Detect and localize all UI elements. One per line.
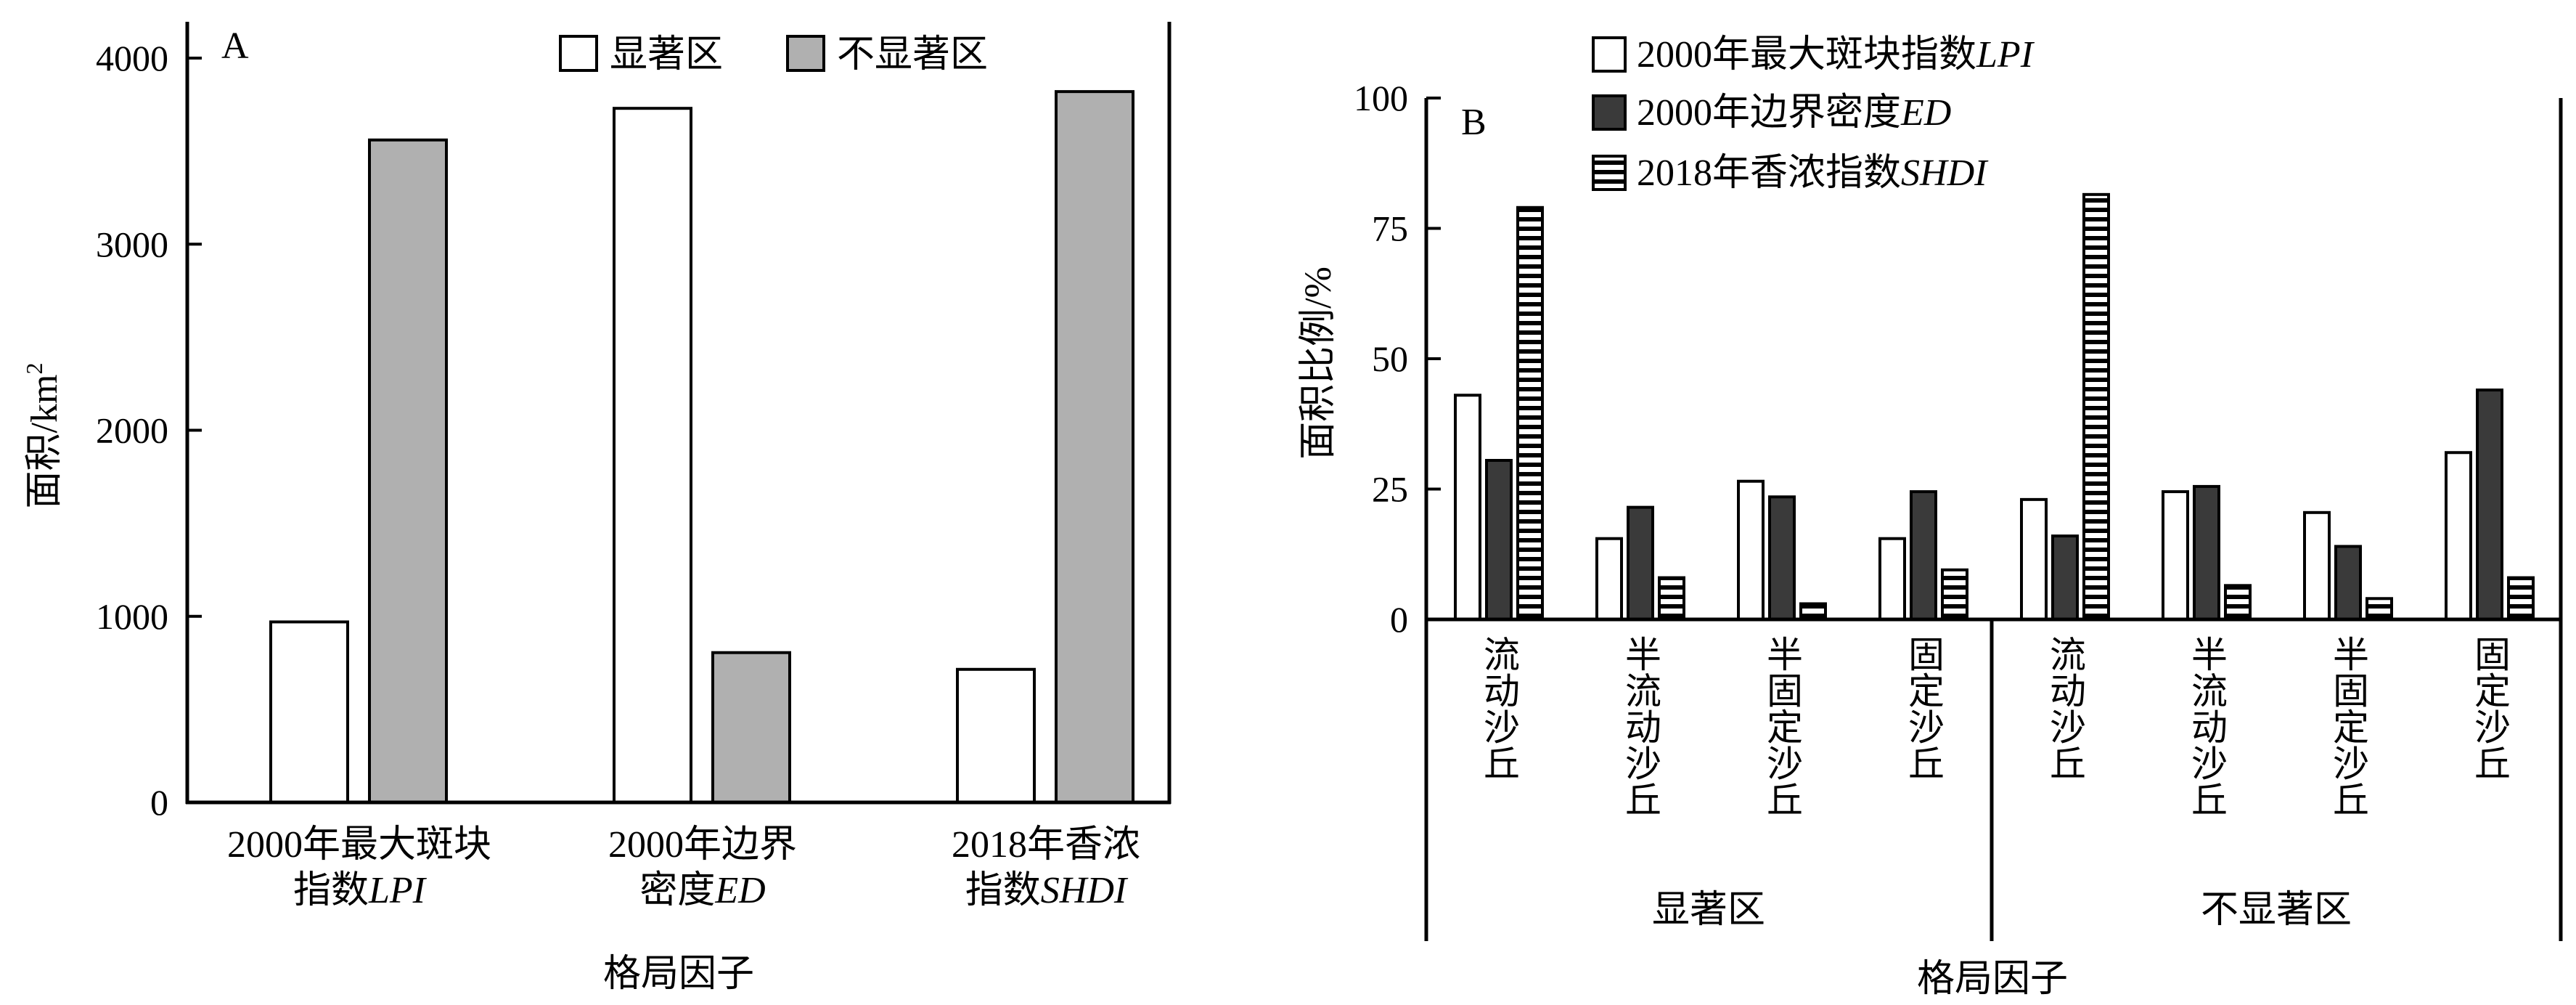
panel-a-x-axis-title: 格局因子 — [603, 953, 754, 995]
group-label: 不显著区 — [2201, 890, 2352, 931]
panel-b-axes — [1424, 98, 2563, 941]
x-category-label: 2000年边界 — [608, 824, 797, 866]
bar-not-significant — [368, 138, 448, 804]
bar-lpi — [1878, 537, 1906, 622]
y-tick-label: 4000 — [96, 38, 168, 78]
bar-ed — [1768, 495, 1796, 622]
bar-significant — [956, 667, 1036, 804]
x-category-label: 半流动沙丘 — [1620, 635, 1661, 817]
bar-ed — [2051, 534, 2079, 621]
y-tick-label: 100 — [1354, 78, 1408, 118]
bar-shdi — [1799, 602, 1827, 622]
legend-swatch — [1592, 155, 1627, 191]
x-category-label: 密度ED — [639, 870, 765, 911]
bar-significant — [613, 107, 692, 804]
y-tick-label: 0 — [1390, 599, 1408, 640]
bar-lpi — [1595, 537, 1623, 622]
bar-lpi — [1737, 479, 1765, 621]
x-category-label: 半固定沙丘 — [1762, 635, 1802, 817]
y-tick-label: 75 — [1372, 208, 1408, 249]
bar-not-significant — [1055, 90, 1134, 804]
panel-b-legend: 2000年最大斑块指数LPI 2000年边界密度ED 2018年香浓指数SHDI — [1592, 34, 2035, 194]
chart-panel-a: 0 1000 2000 3000 4000 A 显著区 不显著区 2000年最大斑块指数L… — [21, 22, 1172, 995]
x-category-label: 固定沙丘 — [1903, 635, 1944, 781]
x-category-label: 指数LPI — [293, 870, 428, 911]
legend-label-2018-shdi: 2018年香浓指数SHDI — [1637, 152, 1989, 194]
legend-label-2000-ed: 2000年边界密度ED — [1637, 92, 1951, 134]
panel-a-legend: 显著区 不显著区 — [559, 34, 988, 76]
bar-not-significant — [711, 651, 791, 804]
x-category-label: 半固定沙丘 — [2328, 635, 2368, 817]
bar-shdi — [2224, 584, 2252, 622]
bar-ed — [1485, 459, 1513, 622]
bar-ed — [2334, 545, 2362, 621]
bar-shdi — [1658, 576, 1685, 621]
panel-b-label: B — [1461, 102, 1487, 143]
legend-swatch — [1592, 94, 1627, 131]
bar-lpi — [1454, 394, 1481, 621]
bar-ed — [2476, 388, 2503, 622]
legend-label: 显著区 — [610, 34, 723, 76]
panel-a-y-ticks: 0 1000 2000 3000 4000 — [96, 38, 202, 823]
bar-significant — [269, 620, 349, 804]
bar-lpi — [2020, 497, 2048, 621]
bar-ed — [1910, 490, 1937, 622]
panel-a-axes — [185, 22, 1172, 805]
bar-ed — [1627, 505, 1654, 621]
panel-a-y-axis-title: 面积/km2 — [21, 363, 65, 509]
y-tick-label: 1000 — [96, 596, 168, 637]
bar-ed — [2193, 484, 2220, 621]
panel-b-bars — [1454, 192, 2535, 622]
x-category-label: 流动沙丘 — [2045, 635, 2085, 781]
panel-b-y-axis-title: 面积比例/% — [1298, 266, 1339, 460]
bar-lpi — [2445, 451, 2472, 621]
y-tick-label: 3000 — [96, 224, 168, 264]
panel-a-x-categories: 2000年最大斑块指数LPI 2000年边界密度ED 2018年香浓指数SHDI — [227, 824, 1140, 911]
bar-shdi — [1516, 206, 1544, 621]
panel-b-x-axis-title: 格局因子 — [1917, 959, 2068, 1000]
y-tick-label: 2000 — [96, 410, 168, 451]
y-tick-label: 50 — [1372, 338, 1408, 379]
bar-shdi — [2507, 576, 2535, 621]
panel-a-label: A — [221, 25, 249, 67]
bar-shdi — [1941, 568, 1968, 621]
legend-swatch — [1592, 36, 1627, 73]
legend-swatch — [786, 35, 825, 72]
x-category-label: 指数SHDI — [965, 870, 1129, 911]
x-category-label: 半流动沙丘 — [2186, 635, 2227, 817]
bar-shdi — [2366, 597, 2393, 622]
x-category-label: 固定沙丘 — [2469, 635, 2510, 781]
panel-b-group-labels: 显著区 不显著区 — [1652, 890, 2352, 931]
x-category-label: 2000年最大斑块 — [227, 824, 491, 866]
y-tick-label: 25 — [1372, 469, 1408, 510]
bar-shdi — [2082, 192, 2110, 621]
bar-lpi — [2303, 510, 2331, 621]
panel-b-y-ticks: 0 25 50 75 100 — [1354, 78, 1441, 640]
panel-b-x-categories: 流动沙丘 半流动沙丘 半固定沙丘 固定沙丘 流动沙丘 半流动沙丘 半固定沙丘 固定沙丘 — [1479, 635, 2510, 817]
legend-label-2000-lpi: 2000年最大斑块指数LPI — [1637, 34, 2035, 76]
panel-a-bars — [269, 90, 1134, 804]
group-label: 显著区 — [1652, 890, 1765, 931]
y-tick-label: 0 — [150, 782, 168, 823]
x-category-label: 2018年香浓 — [952, 824, 1140, 866]
x-category-label: 流动沙丘 — [1479, 635, 1519, 781]
bar-lpi — [2162, 490, 2189, 622]
legend-label: 不显著区 — [837, 34, 988, 76]
legend-swatch — [559, 35, 598, 72]
